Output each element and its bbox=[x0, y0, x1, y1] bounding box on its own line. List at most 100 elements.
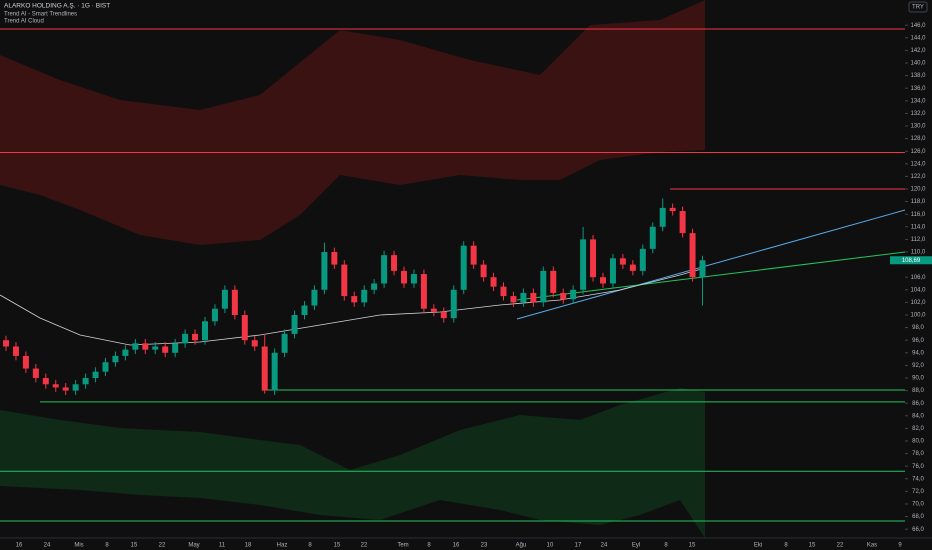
y-tick-label: 120,0 bbox=[910, 187, 926, 193]
candle-body bbox=[689, 233, 696, 278]
candle-body bbox=[430, 308, 437, 312]
x-tick-label: 15 bbox=[809, 543, 816, 549]
x-tick-label: 10 bbox=[547, 543, 554, 549]
candle-body bbox=[550, 270, 557, 293]
candle-body bbox=[590, 239, 597, 278]
indicator-name: Trend AI - Smart Trendlines bbox=[4, 12, 77, 18]
y-tick-label: 92,0 bbox=[912, 363, 924, 369]
candle-body bbox=[361, 289, 368, 303]
candle-body bbox=[460, 245, 467, 290]
x-tick-label: Tem bbox=[397, 543, 408, 549]
x-tick-label: Eyl bbox=[632, 543, 640, 549]
x-tick-label: 22 bbox=[159, 543, 166, 549]
candle-body bbox=[122, 349, 129, 356]
y-tick-label: 86,0 bbox=[912, 401, 924, 407]
y-tick-label: 112,0 bbox=[911, 237, 926, 243]
y-tick-label: 96,0 bbox=[912, 338, 924, 344]
candle-body bbox=[62, 387, 69, 391]
candle-body bbox=[410, 274, 417, 284]
y-tick-label: 126,0 bbox=[910, 149, 926, 155]
candle-body bbox=[3, 340, 9, 347]
candle-body bbox=[609, 258, 616, 284]
x-tick-label: Mis bbox=[74, 543, 83, 549]
candle-body bbox=[22, 355, 29, 369]
candle-body bbox=[251, 340, 258, 347]
x-tick-label: Ağu bbox=[516, 543, 527, 549]
last-price-label: 108,69 bbox=[902, 258, 921, 264]
price-axis bbox=[905, 0, 932, 550]
x-tick-label: Kas bbox=[867, 543, 877, 549]
candle-body bbox=[192, 333, 199, 341]
x-tick-label: 24 bbox=[601, 543, 608, 549]
y-tick-label: 102,0 bbox=[910, 300, 926, 306]
candle-body bbox=[351, 296, 358, 303]
y-tick-label: 146,0 bbox=[910, 23, 926, 29]
candle-body bbox=[182, 333, 189, 344]
y-tick-label: 78,0 bbox=[912, 451, 924, 457]
candle-body bbox=[42, 377, 49, 385]
candle-body bbox=[241, 314, 248, 341]
candle-body bbox=[679, 211, 686, 234]
x-tick-label: 23 bbox=[481, 543, 488, 549]
y-tick-label: 74,0 bbox=[912, 476, 924, 482]
candle-body bbox=[271, 352, 278, 391]
candle-body bbox=[321, 251, 328, 290]
candle-body bbox=[52, 384, 59, 388]
x-tick-label: 11 bbox=[219, 543, 226, 549]
moving-average bbox=[0, 267, 706, 346]
candle-body bbox=[112, 355, 119, 363]
candle-body bbox=[520, 292, 527, 303]
x-tick-label: 16 bbox=[16, 543, 23, 549]
candle-body bbox=[142, 343, 149, 350]
candle-body bbox=[12, 346, 19, 356]
last-price-box bbox=[890, 256, 932, 265]
candle-body bbox=[231, 289, 238, 315]
y-tick-label: 124,0 bbox=[910, 161, 926, 167]
y-tick-label: 104,0 bbox=[910, 287, 926, 293]
y-tick-label: 136,0 bbox=[910, 86, 926, 92]
x-tick-label: 8 bbox=[308, 543, 312, 549]
trendline bbox=[516, 251, 906, 301]
resistance-cloud bbox=[0, 0, 705, 245]
candle-body bbox=[341, 264, 348, 297]
candle-body bbox=[639, 248, 646, 271]
candle-body bbox=[480, 264, 487, 278]
candle-body bbox=[530, 292, 537, 303]
candle-body bbox=[261, 346, 268, 391]
currency-box[interactable] bbox=[908, 1, 928, 13]
candle-body bbox=[649, 226, 656, 249]
candle-body bbox=[420, 274, 427, 309]
y-tick-label: 100,0 bbox=[910, 313, 926, 319]
x-tick-label: May bbox=[188, 543, 199, 549]
y-tick-label: 144,0 bbox=[910, 35, 926, 41]
currency[interactable]: TRY bbox=[912, 5, 924, 11]
candle-body bbox=[281, 333, 288, 353]
candle-body bbox=[32, 368, 39, 378]
candle-body bbox=[221, 289, 228, 309]
candle-body bbox=[132, 343, 139, 350]
candle-body bbox=[172, 343, 179, 353]
y-tick-label: 94,0 bbox=[912, 350, 924, 356]
y-tick-label: 138,0 bbox=[910, 73, 926, 79]
y-tick-label: 132,0 bbox=[910, 111, 926, 117]
candle-body bbox=[699, 260, 706, 278]
candle-body bbox=[202, 321, 208, 341]
y-tick-label: 142,0 bbox=[910, 48, 926, 54]
candle-body bbox=[490, 277, 497, 287]
support-cloud bbox=[0, 388, 705, 538]
candle-body bbox=[540, 270, 547, 303]
candle-body bbox=[381, 255, 388, 284]
candle-body bbox=[391, 255, 398, 271]
y-tick-label: 128,0 bbox=[910, 136, 926, 142]
candle-body bbox=[82, 377, 89, 385]
y-tick-label: 110,0 bbox=[911, 250, 926, 256]
y-tick-label: 90,0 bbox=[912, 376, 924, 382]
candle-body bbox=[311, 289, 318, 306]
x-tick-label: Haz bbox=[277, 543, 288, 549]
candle-body bbox=[580, 239, 587, 290]
trendline bbox=[516, 209, 906, 320]
y-tick-label: 118,0 bbox=[911, 199, 926, 205]
y-tick-label: 122,0 bbox=[910, 174, 926, 180]
candle-body bbox=[92, 371, 99, 378]
